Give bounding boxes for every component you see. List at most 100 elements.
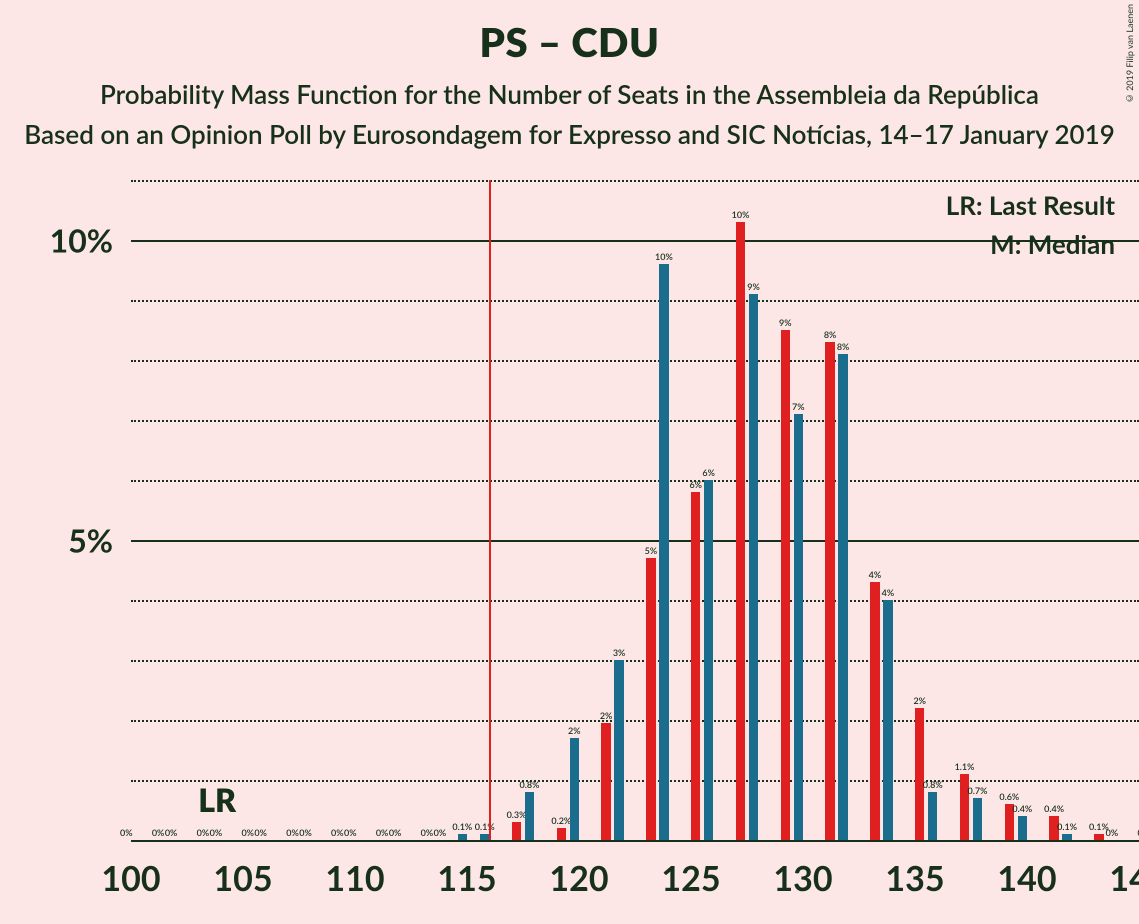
grid-minor <box>131 420 1139 422</box>
bar-series-a <box>525 792 534 840</box>
bar-label-b: 0% <box>241 827 254 838</box>
bar-series-a <box>749 294 758 840</box>
grid-minor <box>131 480 1139 482</box>
bar-series-b <box>870 582 879 840</box>
bar-series-b <box>960 774 969 840</box>
bar-label-a: 3% <box>613 647 626 658</box>
bar-label-b: 4% <box>869 569 882 580</box>
bar-label-a: 0% <box>210 827 223 838</box>
bar-label-a: 0% <box>254 827 267 838</box>
bar-series-a <box>883 600 892 840</box>
x-tick-label: 135 <box>885 858 944 899</box>
x-tick-label: 100 <box>101 858 160 899</box>
bar-series-a <box>704 480 713 840</box>
bar-series-b <box>736 222 745 840</box>
bar-series-b <box>557 828 566 840</box>
bar-label-a: 0.1% <box>475 821 495 832</box>
grid-major <box>131 240 1139 242</box>
y-tick-label: 5% <box>0 521 113 560</box>
bar-series-b <box>512 822 521 840</box>
chart-page: © 2019 Filip van Laenen PS – CDU Probabi… <box>0 0 1139 924</box>
grid-minor <box>131 720 1139 722</box>
bar-label-b: 1.1% <box>955 761 975 772</box>
bar-label-b: 0% <box>286 827 299 838</box>
bar-series-a <box>973 798 982 840</box>
x-tick-label: 110 <box>325 858 384 899</box>
bar-label-b: 0.3% <box>507 809 527 820</box>
x-tick-label: 130 <box>773 858 832 899</box>
x-tick-label: 125 <box>661 858 720 899</box>
bar-label-b: 5% <box>645 545 658 556</box>
bar-label-a: 6% <box>702 467 715 478</box>
bar-label-a: 0.1% <box>452 821 472 832</box>
bar-series-b <box>781 330 790 840</box>
bar-label-b: 0.2% <box>551 815 571 826</box>
bar-label-a: 10% <box>655 251 673 262</box>
x-axis-line <box>131 840 1139 842</box>
chart-subtitle-2: Based on an Opinion Poll by Eurosondagem… <box>0 118 1139 150</box>
grid-minor <box>131 300 1139 302</box>
grid-minor <box>131 660 1139 662</box>
bar-series-b <box>1094 834 1103 840</box>
bar-series-a <box>480 834 489 840</box>
bar-label-a: 0.7% <box>968 785 988 796</box>
bar-label-a: 0.8% <box>923 779 943 790</box>
plot-area: 0%0%0%0%0%0%0%0%0%0%0%0%0%0%0%0.1%0.1%0.… <box>131 180 1139 840</box>
bar-label-b: 0.6% <box>999 791 1019 802</box>
bar-series-b <box>646 558 655 840</box>
chart-subtitle-1: Probability Mass Function for the Number… <box>0 78 1139 110</box>
bar-series-a <box>659 264 668 840</box>
lr-vertical-line <box>489 180 491 840</box>
chart-title: PS – CDU <box>0 18 1139 66</box>
bar-label-a: 0.1% <box>1057 821 1077 832</box>
bar-label-a: 2% <box>568 725 581 736</box>
bar-label-b: 9% <box>779 317 792 328</box>
bar-series-b <box>601 723 610 840</box>
bar-label-a: 0% <box>389 827 402 838</box>
bar-label-b: 8% <box>824 329 837 340</box>
grid-minor <box>131 180 1139 182</box>
bar-label-b: 0% <box>197 827 210 838</box>
bar-label-a: 0.8% <box>520 779 540 790</box>
bar-series-a <box>458 834 467 840</box>
bar-label-a: 0% <box>299 827 312 838</box>
bar-label-b: 2% <box>600 710 613 721</box>
bar-series-a <box>570 738 579 840</box>
x-tick-label: 140 <box>997 858 1056 899</box>
bar-label-b: 0% <box>331 827 344 838</box>
bar-label-a: 9% <box>747 281 760 292</box>
bar-label-a: 8% <box>837 341 850 352</box>
bar-label-b: 10% <box>732 209 750 220</box>
lr-label: LR <box>198 780 236 819</box>
bar-series-a <box>614 660 623 840</box>
bar-label-a: 0% <box>1106 827 1119 838</box>
bar-label-a: 7% <box>792 401 805 412</box>
grid-minor <box>131 360 1139 362</box>
y-tick-label: 10% <box>0 221 113 260</box>
bar-label-b: 0% <box>421 827 434 838</box>
grid-major <box>131 540 1139 542</box>
bar-series-a <box>928 792 937 840</box>
grid-minor <box>131 600 1139 602</box>
bar-series-a <box>1018 816 1027 840</box>
bar-series-b <box>915 708 924 840</box>
bar-label-a: 0% <box>120 827 133 838</box>
bar-label-b: 0% <box>376 827 389 838</box>
bar-label-a: 4% <box>882 587 895 598</box>
bar-series-a <box>794 414 803 840</box>
bar-label-a: 0.4% <box>1012 803 1032 814</box>
bar-label-a: 0% <box>344 827 357 838</box>
bar-label-b: 0.4% <box>1044 803 1064 814</box>
bar-label-a: 0% <box>165 827 178 838</box>
x-tick-label: 105 <box>213 858 272 899</box>
bar-label-b: 6% <box>689 479 702 490</box>
x-tick-label: 145 <box>1109 858 1139 899</box>
bar-series-b <box>691 492 700 840</box>
bar-label-b: 0% <box>152 827 165 838</box>
x-tick-label: 115 <box>437 858 496 899</box>
bar-label-b: 2% <box>913 695 926 706</box>
bar-series-a <box>1062 834 1071 840</box>
bar-series-b <box>825 342 834 840</box>
bar-label-a: 0% <box>434 827 447 838</box>
x-tick-label: 120 <box>549 858 608 899</box>
